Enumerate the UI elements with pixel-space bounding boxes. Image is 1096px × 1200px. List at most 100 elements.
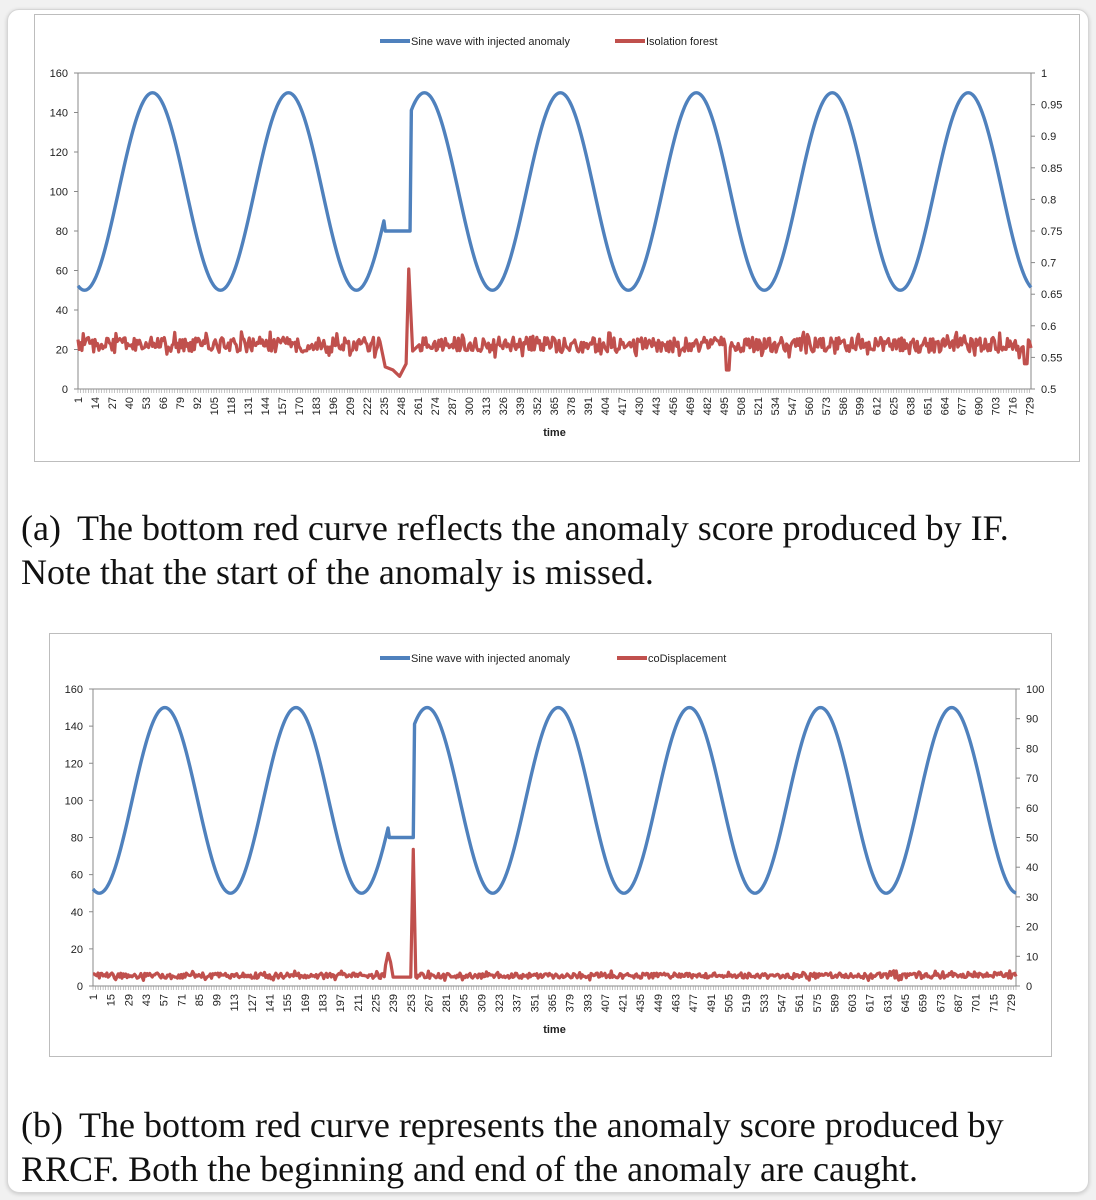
- x-tick-label: 15: [106, 994, 118, 1006]
- x-tick-label: 573: [821, 397, 833, 415]
- x-tick-label: 239: [388, 994, 400, 1012]
- y2-tick-label: 0.5: [1041, 384, 1056, 396]
- y2-tick-label: 0.8: [1041, 194, 1056, 206]
- x-tick-label: 1: [73, 397, 85, 403]
- x-tick-label: 337: [512, 994, 524, 1012]
- x-tick-label: 560: [804, 397, 816, 415]
- x-tick-label: 534: [770, 397, 782, 415]
- chart-b-svg: 0 20 40 60 80 100 120 140 160 0 10 20 30 40 50 60 70 80 90…: [65, 653, 1045, 1036]
- x-tick-label: 519: [741, 994, 753, 1012]
- x-tick-label: 326: [498, 397, 510, 415]
- y2-tick-label: 0.75: [1041, 226, 1062, 238]
- y2-tick-label: 0.95: [1041, 100, 1062, 112]
- x-tick-label: 508: [736, 397, 748, 415]
- x-tick-label: 85: [194, 994, 206, 1006]
- y-tick-label: 20: [71, 944, 83, 956]
- y2-tick-label: 20: [1026, 922, 1038, 934]
- x-tick-label: 421: [618, 994, 630, 1012]
- y-tick-label: 140: [50, 108, 68, 120]
- x-tick-label: 365: [547, 994, 559, 1012]
- legend-label-sine: Sine wave with injected anomaly: [411, 36, 570, 48]
- legend: Sine wave with injected anomaly coDisplac…: [380, 653, 726, 665]
- x-tick-label: 281: [441, 994, 453, 1012]
- x-tick-label: 211: [353, 994, 365, 1012]
- x-tick-label: 463: [671, 994, 683, 1012]
- x-tick-label: 617: [865, 994, 877, 1012]
- x-tick-label: 687: [953, 994, 965, 1012]
- x-tick-label: 14: [90, 397, 102, 409]
- x-axis-title: time: [543, 1024, 566, 1036]
- x-tick-label: 673: [935, 994, 947, 1012]
- legend-label-sine: Sine wave with injected anomaly: [411, 653, 570, 665]
- x-tick-label: 99: [212, 994, 224, 1006]
- x-tick-label: 105: [209, 397, 221, 415]
- x-tick-label: 443: [651, 397, 663, 415]
- x-tick-label: 729: [1006, 994, 1018, 1012]
- y2-tick-label: 70: [1026, 773, 1038, 785]
- x-tick-label: 701: [971, 994, 983, 1012]
- x-tick-label: 209: [345, 397, 357, 415]
- x-tick-label: 586: [838, 397, 850, 415]
- x-tick-label: 631: [882, 994, 894, 1012]
- y-tick-label: 40: [71, 907, 83, 919]
- x-tick-label: 131: [243, 397, 255, 415]
- y2-tick-label: 80: [1026, 743, 1038, 755]
- x-tick-label: 664: [940, 397, 952, 415]
- y-tick-label: 80: [56, 226, 68, 238]
- x-tick-label: 495: [719, 397, 731, 415]
- y2-tick-label: 0.6: [1041, 321, 1056, 333]
- x-tick-label: 482: [702, 397, 714, 415]
- caption-a: (a) The bottom red curve reflects the ano…: [21, 506, 1083, 594]
- x-tick-label: 57: [159, 994, 171, 1006]
- caption-b: (b) The bottom red curve represents the a…: [21, 1103, 1083, 1191]
- x-tick-label: 521: [753, 397, 765, 415]
- y-tick-label: 40: [56, 305, 68, 317]
- x-tick-label: 430: [634, 397, 646, 415]
- y2-tick-label: 1: [1041, 68, 1047, 80]
- x-tick-label: 715: [988, 994, 1000, 1012]
- x-tick-label: 170: [294, 397, 306, 415]
- x-tick-label: 638: [906, 397, 918, 415]
- series-line-score: [76, 267, 1033, 378]
- caption-a-tag: (a): [21, 508, 61, 548]
- y2-tick-label: 60: [1026, 803, 1038, 815]
- caption-a-text: The bottom red curve reflects the anomal…: [21, 508, 1009, 592]
- x-tick-label: 690: [974, 397, 986, 415]
- figure-card: 0 20 40 60 80 100 120 140 160 0.5 0.55 0.6 0.65 0.7 0.…: [7, 9, 1089, 1193]
- x-tick-label: 222: [362, 397, 374, 415]
- x-tick-label: 113: [229, 994, 241, 1012]
- x-tick-label: 141: [265, 994, 277, 1012]
- x-tick-label: 267: [423, 994, 435, 1012]
- x-tick-label: 651: [923, 397, 935, 415]
- y-tick-label: 20: [56, 345, 68, 357]
- x-tick-label: 417: [617, 397, 629, 415]
- y-tick-label: 100: [65, 795, 83, 807]
- x-tick-label: 53: [141, 397, 153, 409]
- x-tick-label: 393: [582, 994, 594, 1012]
- x-tick-label: 313: [481, 397, 493, 415]
- y-tick-label: 60: [56, 266, 68, 278]
- y-tick-label: 100: [50, 187, 68, 199]
- series-line-score: [92, 847, 1018, 983]
- y-tick-label: 140: [65, 721, 83, 733]
- x-tick-label: 729: [1025, 397, 1037, 415]
- x-tick-label: 40: [124, 397, 136, 409]
- x-tick-label: 323: [494, 994, 506, 1012]
- x-tick-label: 235: [379, 397, 391, 415]
- x-tick-label: 599: [855, 397, 867, 415]
- y2-tick-label: 0: [1026, 981, 1032, 993]
- x-tick-label: 378: [566, 397, 578, 415]
- x-tick-label: 295: [459, 994, 471, 1012]
- x-tick-label: 339: [515, 397, 527, 415]
- x-tick-label: 716: [1008, 397, 1020, 415]
- x-tick-label: 79: [175, 397, 187, 409]
- x-tick-label: 169: [300, 994, 312, 1012]
- y-tick-label: 160: [65, 684, 83, 696]
- y-tick-label: 80: [71, 833, 83, 845]
- y2-tick-label: 10: [1026, 951, 1038, 963]
- x-tick-label: 127: [247, 994, 259, 1012]
- x-tick-label: 491: [706, 994, 718, 1012]
- x-tick-label: 352: [532, 397, 544, 415]
- x-tick-label: 197: [335, 994, 347, 1012]
- x-tick-label: 533: [759, 994, 771, 1012]
